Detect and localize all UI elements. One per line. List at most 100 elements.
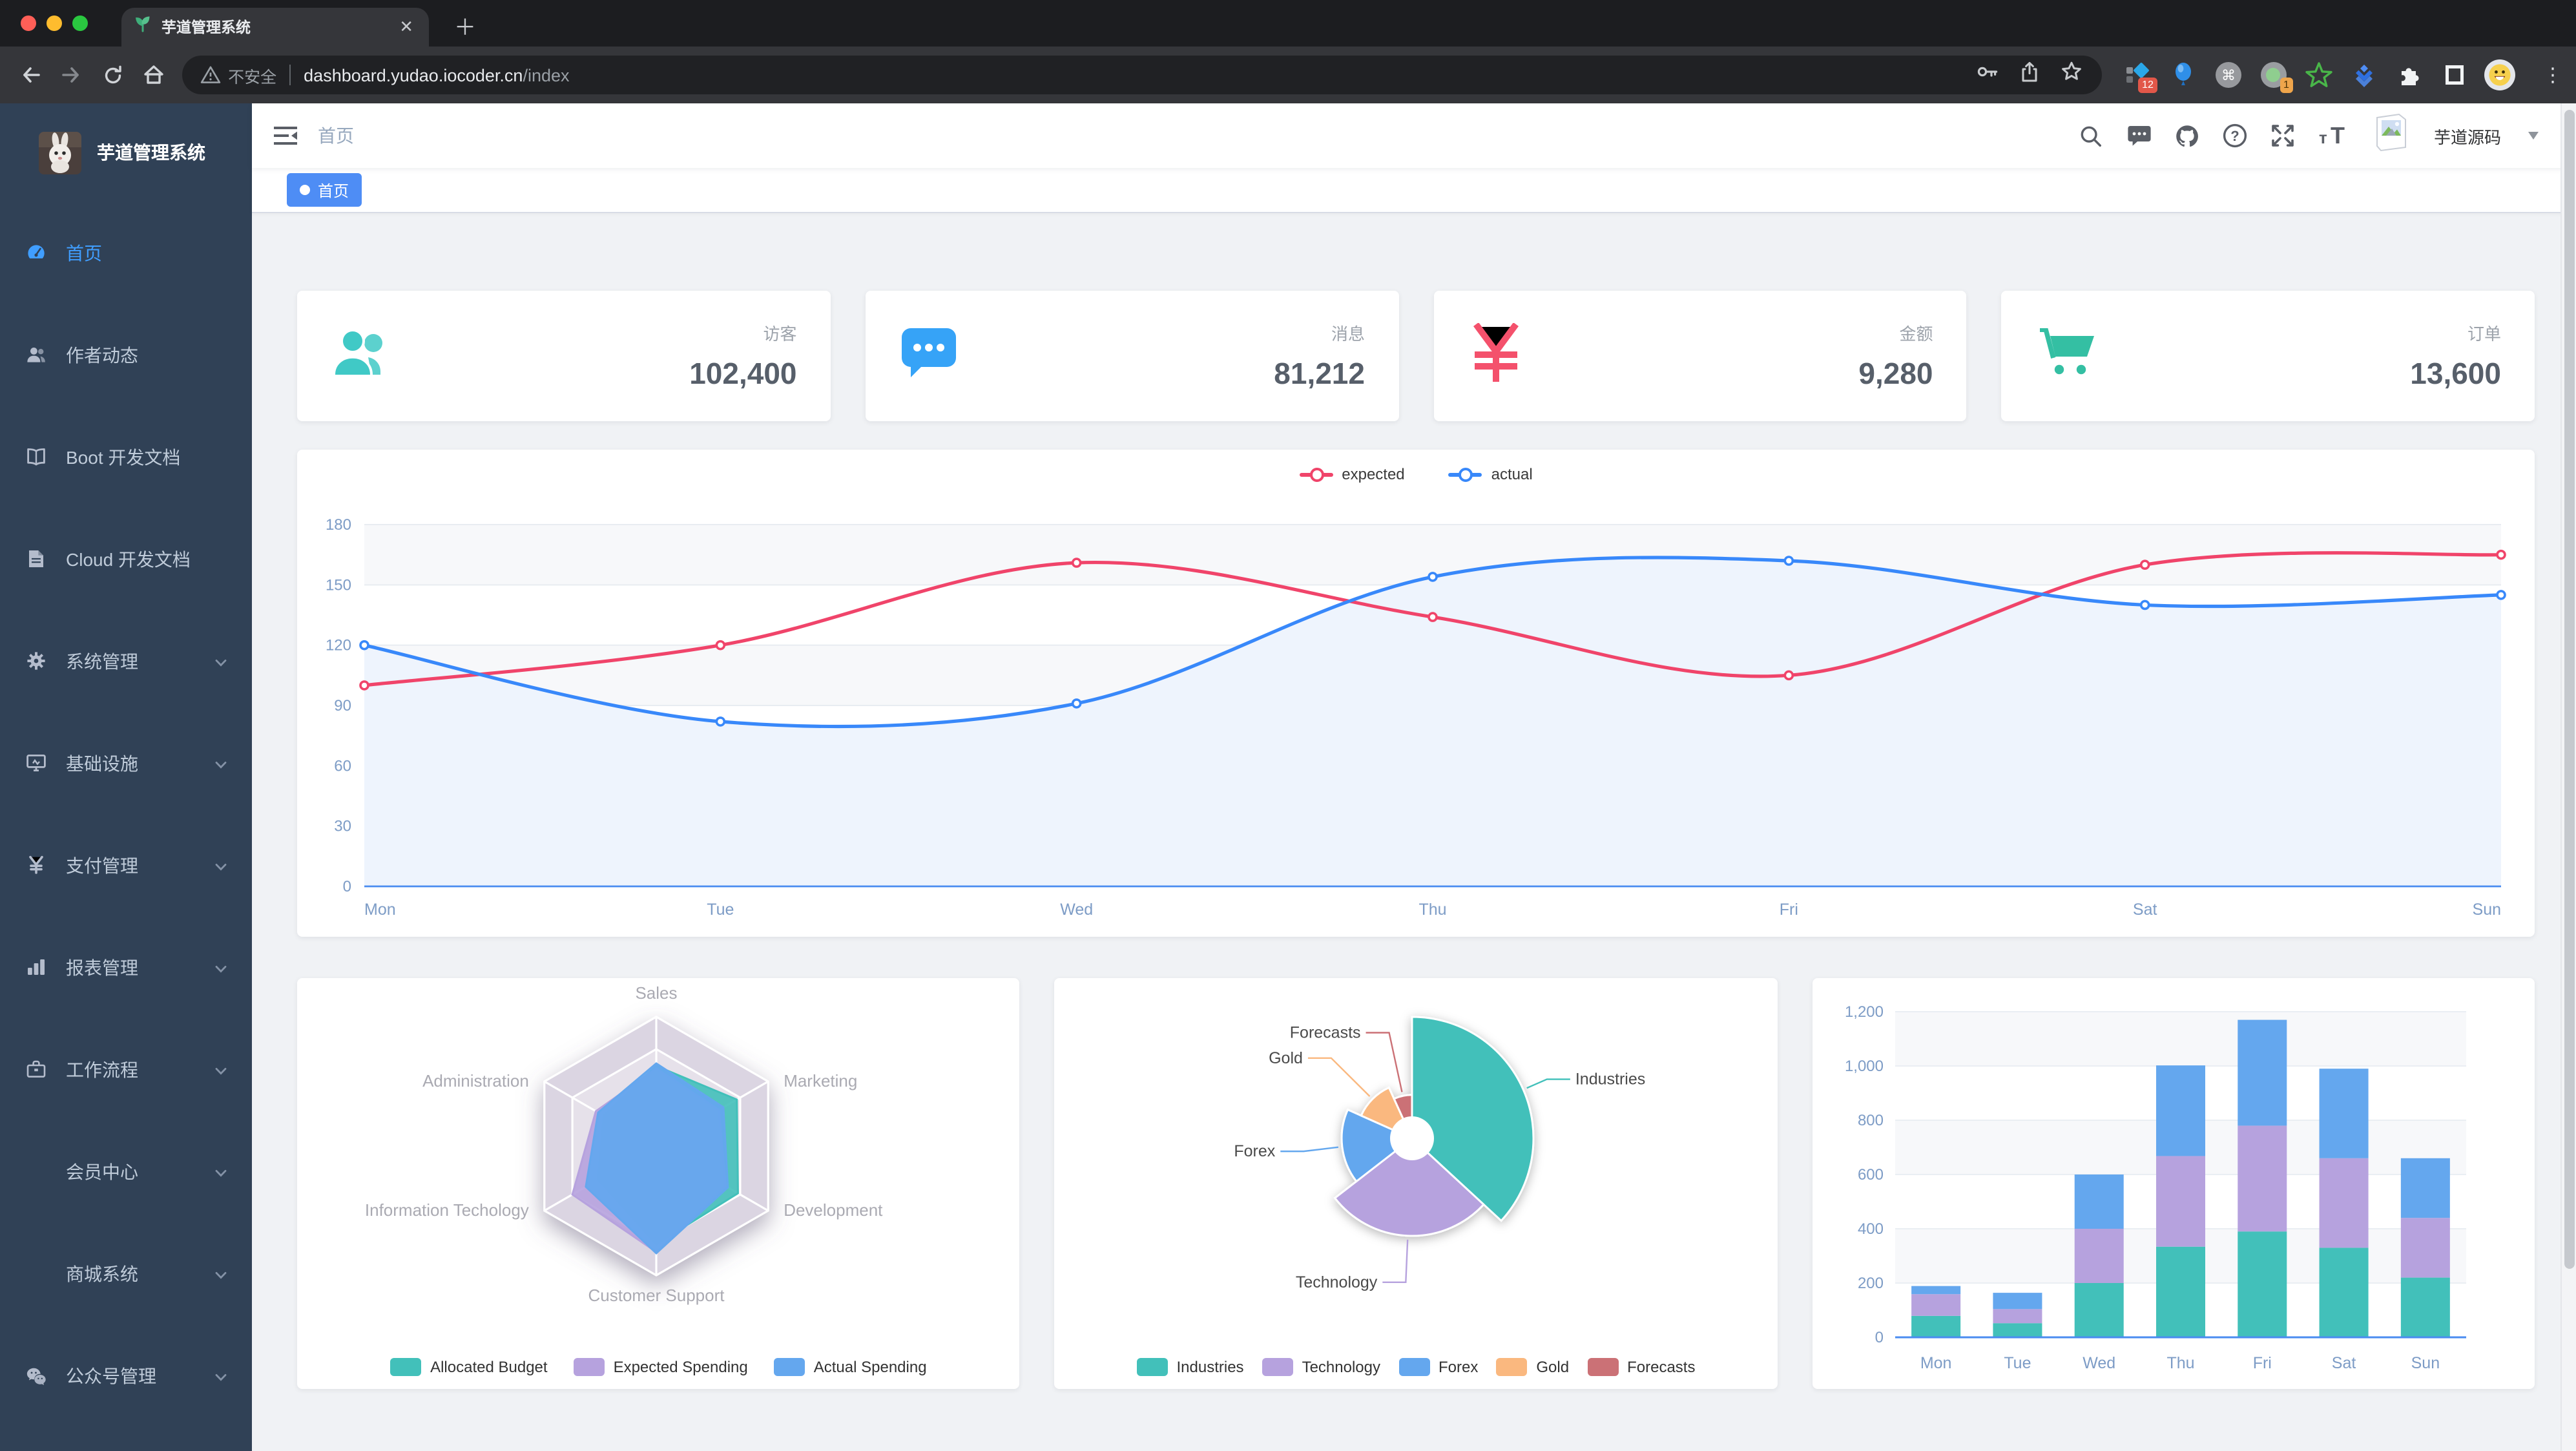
share-icon[interactable] — [2018, 60, 2041, 90]
sidebar-panel-icon[interactable] — [2439, 58, 2470, 92]
fullscreen-icon[interactable] — [2270, 123, 2296, 149]
tab-close-icon[interactable]: ✕ — [399, 17, 413, 36]
sidebar-item-4[interactable]: Cloud 开发文档 — [0, 508, 252, 610]
app-logo[interactable]: 芋道管理系统 — [0, 103, 252, 202]
svg-text:?: ? — [2230, 128, 2239, 144]
legend-item-expected-spending[interactable]: Expected Spending — [573, 1358, 748, 1376]
security-label[interactable]: 不安全 — [228, 68, 277, 86]
legend-item-forex[interactable]: Forex — [1398, 1358, 1478, 1376]
extensions-puzzle-icon[interactable] — [2394, 58, 2425, 92]
github-icon[interactable] — [2174, 123, 2200, 149]
sidebar-item-2[interactable]: 作者动态 — [0, 304, 252, 406]
help-question-icon[interactable]: ? — [2222, 123, 2248, 149]
forward-button[interactable] — [54, 57, 89, 93]
sidebar-item-9[interactable]: 工作流程 — [0, 1018, 252, 1120]
stat-card-3[interactable]: 金额 9,280 — [1433, 291, 1967, 421]
profile-avatar[interactable] — [2484, 58, 2515, 92]
chevron-down-icon — [213, 1061, 229, 1085]
hamburger-icon[interactable] — [271, 121, 300, 150]
sidebar-item-8[interactable]: 报表管理 — [0, 916, 252, 1018]
sidebar-item-11[interactable]: 商城系统 — [0, 1222, 252, 1324]
legend-item-gold[interactable]: Gold — [1496, 1358, 1569, 1376]
sidebar-item-label: 公众号管理 — [66, 1365, 156, 1386]
sidebar-item-10[interactable]: 会员中心 — [0, 1120, 252, 1222]
reload-button[interactable] — [95, 57, 130, 93]
legend-marker — [1448, 466, 1482, 482]
category-pie-chart[interactable]: Industries Technology Forex Gold Forecasts — [1055, 978, 1732, 1324]
legend-label: Expected Spending — [613, 1358, 748, 1376]
legend-item-industries[interactable]: Industries — [1136, 1358, 1244, 1376]
sidebar-item-label: 商城系统 — [66, 1263, 138, 1284]
sidebar-item-label: 首页 — [66, 242, 102, 263]
sidebar-item-6[interactable]: 基础设施 — [0, 712, 252, 814]
sidebar-item-3[interactable]: Boot 开发文档 — [0, 406, 252, 508]
svg-text:150: 150 — [326, 576, 351, 594]
legend-item-expected[interactable]: expected — [1299, 465, 1405, 483]
sidebar-item-label: Boot 开发文档 — [66, 446, 181, 467]
zoom-window-button[interactable] — [72, 16, 88, 31]
visitors-line-chart[interactable]: 0 30 60 90 120 150 180 Mon Tue Wed Thu Fri Sat Sun — [297, 450, 2535, 937]
extension-green-star-icon[interactable] — [2303, 58, 2334, 92]
chevron-down-icon — [213, 1266, 229, 1289]
weekly-bar-chart[interactable]: Mon Tue Wed Thu Fri Sat Sun 0 200 400 600 800 1,000 1… — [1812, 986, 2489, 1373]
back-button[interactable] — [13, 57, 48, 93]
sidebar-item-12[interactable]: 公众号管理 — [0, 1324, 252, 1426]
tab-title: 芋道管理系统 — [161, 21, 251, 36]
sidebar-item-7[interactable]: 支付管理 — [0, 814, 252, 916]
legend-item-actual[interactable]: actual — [1448, 465, 1533, 483]
extension-chevrons-icon[interactable] — [2349, 58, 2380, 92]
divider — [289, 65, 291, 85]
extension-green-dot-icon[interactable]: 1 — [2258, 58, 2293, 93]
svg-text:400: 400 — [1857, 1220, 1883, 1238]
extension-balloon-icon[interactable] — [2168, 58, 2199, 92]
home-button[interactable] — [136, 57, 171, 93]
money-icon — [1467, 322, 1524, 389]
chrome-menu-icon[interactable]: ⋮ — [2542, 65, 2562, 87]
stat-value: 13,600 — [2410, 357, 2501, 390]
stat-card-1[interactable]: 访客 102,400 — [297, 291, 831, 421]
budget-radar-chart[interactable]: Sales Marketing Development Customer Suppor… — [297, 978, 974, 1324]
pie-chart-legend: Industries Technology Forex Gold Forecasts — [1055, 1358, 1778, 1376]
legend-label: Actual Spending — [813, 1358, 927, 1376]
stat-card-4[interactable]: 订单 13,600 — [2001, 291, 2535, 421]
close-window-button[interactable] — [21, 16, 36, 31]
new-tab-button[interactable]: ＋ — [454, 16, 476, 40]
sidebar-item-label: 支付管理 — [66, 855, 138, 875]
user-name[interactable]: 芋道源码 — [2433, 127, 2501, 147]
user-avatar-broken-image[interactable] — [2373, 112, 2409, 159]
legend-swatch — [1398, 1358, 1429, 1376]
traffic-lights[interactable] — [21, 16, 88, 31]
url-text[interactable]: dashboard.yudao.iocoder.cn/index — [304, 65, 570, 85]
stat-value: 102,400 — [689, 357, 797, 390]
stat-card-2[interactable]: 消息 81,212 — [865, 291, 1398, 421]
sidebar-item-5[interactable]: 系统管理 — [0, 610, 252, 712]
search-icon[interactable] — [2079, 123, 2104, 149]
minimize-window-button[interactable] — [47, 16, 62, 31]
legend-swatch — [1496, 1358, 1528, 1376]
extension-blue-diamond-icon[interactable]: 12 — [2123, 58, 2157, 93]
svg-text:Technology: Technology — [1296, 1273, 1378, 1291]
legend-item-actual-spending[interactable]: Actual Spending — [773, 1358, 927, 1376]
message-icon[interactable] — [2126, 123, 2152, 149]
message-icon — [899, 324, 959, 388]
extension-command-icon[interactable]: ⌘ — [2213, 58, 2244, 92]
menu-item-spacer — [26, 1161, 47, 1182]
legend-item-forecasts[interactable]: Forecasts — [1587, 1358, 1695, 1376]
browser-tab[interactable]: 芋道管理系统 ✕ — [121, 8, 429, 47]
dashboard-content: 访客 102,400 消息 81,212 金额 9,280 订单 13,600 expecte… — [252, 213, 2576, 1451]
svg-text:Marketing: Marketing — [784, 1071, 857, 1091]
scrollbar-thumb[interactable] — [2564, 110, 2574, 1269]
page-scrollbar[interactable] — [2560, 103, 2576, 1451]
breadcrumb[interactable]: 首页 — [318, 125, 354, 146]
sidebar-item-label: Cloud 开发文档 — [66, 548, 191, 569]
sidebar-item-1[interactable]: 首页 — [0, 202, 252, 304]
tag-首页[interactable]: 首页 — [287, 173, 362, 207]
bookmark-star-icon[interactable] — [2059, 59, 2084, 90]
legend-item-allocated-budget[interactable]: Allocated Budget — [390, 1358, 548, 1376]
password-key-icon[interactable] — [1975, 59, 2000, 90]
chevron-down-icon[interactable] — [2528, 132, 2539, 140]
legend-item-technology[interactable]: Technology — [1262, 1358, 1380, 1376]
chevron-down-icon — [213, 755, 229, 778]
address-bar[interactable]: 不安全 dashboard.yudao.iocoder.cn/index — [182, 56, 2102, 94]
